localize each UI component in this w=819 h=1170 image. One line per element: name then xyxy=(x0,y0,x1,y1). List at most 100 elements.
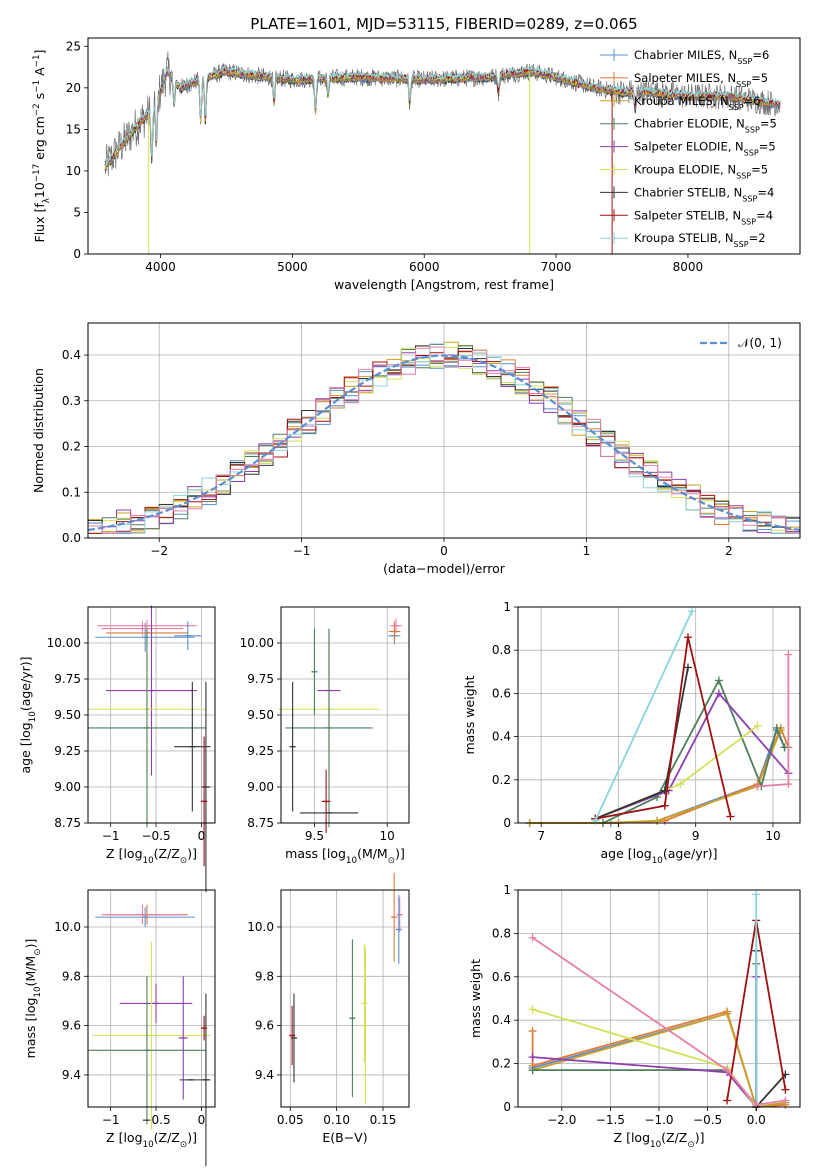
y-tick-label: 9.00 xyxy=(247,780,274,794)
x-tick-label: −1 xyxy=(102,1113,120,1127)
y-tick-label: 0.4 xyxy=(492,1013,511,1027)
legend-label: Salpeter ELODIE, NSSP=5 xyxy=(634,140,776,158)
x-tick-label: −1.5 xyxy=(596,1113,625,1127)
y-axis-label: mass weight xyxy=(462,675,477,754)
x-axis-label: E(B−V) xyxy=(322,1130,367,1145)
x-tick-label: 8000 xyxy=(673,260,704,274)
x-tick-label: 0 xyxy=(440,544,448,558)
y-tick-label: 9.25 xyxy=(247,744,274,758)
y-tick-label: 9.50 xyxy=(247,708,274,722)
y-tick-label: 9.6 xyxy=(62,1019,81,1033)
y-tick-label: 0 xyxy=(73,247,81,261)
y-tick-label: 0.2 xyxy=(62,440,81,454)
x-tick-label: 10 xyxy=(380,829,395,843)
y-tick-label: 9.6 xyxy=(255,1019,274,1033)
legend-label: Chabrier STELIB, NSSP=4 xyxy=(634,185,774,203)
x-axis-label: wavelength [Angstrom, rest frame] xyxy=(334,277,554,292)
x-axis-label: mass [log10(M/M⊙)] xyxy=(285,846,405,866)
panel-weight-vs-age: 7 8 9 10 0 0.2 0.4 0.6 0.8 1 age [log10(age/yr)] ma… xyxy=(462,600,801,866)
y-tick-label: 15 xyxy=(66,122,81,136)
x-tick-label: −1 xyxy=(102,829,120,843)
panel-age-vs-mass: 9.5 10 8.75 9.00 9.25 9.50 9.75 10.00 mass [log1… xyxy=(240,606,410,866)
x-tick-label: 9 xyxy=(692,829,700,843)
y-tick-label: 8.75 xyxy=(247,816,274,830)
spectrum-legend: Chabrier MILES, NSSP=6 Salpeter MILES, NS… xyxy=(600,48,777,249)
y-axis-label: mass [log10(M/M⊙)] xyxy=(23,939,43,1059)
axes-frame xyxy=(87,889,216,1108)
x-tick-label: 5000 xyxy=(277,260,308,274)
legend-label: Kroupa MILES, NSSP=6 xyxy=(634,94,761,112)
axes-frame xyxy=(280,889,410,1108)
x-tick-label: 4000 xyxy=(145,260,176,274)
y-tick-label: 0.6 xyxy=(492,686,511,700)
y-tick-label: 9.50 xyxy=(54,708,81,722)
y-tick-label: 5 xyxy=(73,205,81,219)
y-tick-label: 10.0 xyxy=(247,920,274,934)
y-axis-label: age [log10(age/yr)] xyxy=(18,656,38,773)
x-axis-label: (data−model)/error xyxy=(383,561,506,576)
y-tick-label: 9.25 xyxy=(54,744,81,758)
x-tick-label: 0.10 xyxy=(323,1113,350,1127)
series-line-pink xyxy=(532,936,786,1106)
series-line-salpeter-miles xyxy=(529,725,790,824)
x-tick-label: 0 xyxy=(198,1113,206,1127)
legend-label: Chabrier ELODIE, NSSP=5 xyxy=(634,117,777,135)
legend-label: Salpeter STELIB, NSSP=4 xyxy=(634,208,773,226)
x-tick-label: −1.0 xyxy=(644,1113,673,1127)
y-tick-label: 10.00 xyxy=(47,636,81,650)
y-tick-label: 1 xyxy=(503,600,511,614)
y-tick-label: 9.4 xyxy=(62,1068,81,1082)
y-tick-label: 0.8 xyxy=(492,643,511,657)
x-tick-label: 1 xyxy=(583,544,591,558)
y-tick-label: 10 xyxy=(66,164,81,178)
x-tick-label: 8 xyxy=(615,829,623,843)
series-line-salpeter-elodie xyxy=(532,976,758,1110)
y-tick-label: 10.0 xyxy=(54,920,81,934)
series-line-chabrier-stelib xyxy=(755,950,787,1110)
x-axis-label: Z [log10(Z/Z⊙)] xyxy=(106,846,197,866)
y-tick-label: 9.4 xyxy=(255,1068,274,1082)
y-tick-label: 1 xyxy=(503,883,511,897)
legend-label: Salpeter MILES, NSSP=5 xyxy=(634,71,768,89)
x-tick-label: −0.5 xyxy=(141,829,170,843)
y-tick-label: 0.2 xyxy=(492,1057,511,1071)
x-tick-label: 9.5 xyxy=(305,829,324,843)
x-tick-label: −0.5 xyxy=(141,1113,170,1127)
series-line-kroupa-miles xyxy=(532,1012,786,1109)
y-tick-label: 0.8 xyxy=(492,926,511,940)
y-tick-label: 9.8 xyxy=(255,969,274,983)
y-tick-label: 9.75 xyxy=(54,672,81,686)
legend-label: Chabrier MILES, NSSP=6 xyxy=(634,48,769,66)
x-axis-label: age [log10(age/yr)] xyxy=(600,846,717,866)
y-axis-label: Flux [fλ10−17 erg cm−2 s−1 A−1] xyxy=(32,50,52,243)
y-tick-label: 0.4 xyxy=(62,348,81,362)
x-tick-label: 0.15 xyxy=(370,1113,397,1127)
y-tick-label: 9.8 xyxy=(62,969,81,983)
panel-mass-vs-ebv: 0.05 0.10 0.15 9.4 9.6 9.8 10.0 E(B−V) xyxy=(247,872,410,1145)
y-tick-label: 10.00 xyxy=(240,636,274,650)
legend-label: 𝒩(0, 1) xyxy=(738,336,782,350)
panel-residuals: −2 −1 0 1 2 0.0 0.1 0.2 0.3 0.4 (data−model)/error… xyxy=(31,322,801,576)
x-tick-label: 7 xyxy=(537,829,545,843)
x-tick-label: 2 xyxy=(725,544,733,558)
series-line-kroupa-stelib xyxy=(594,610,693,822)
y-tick-label: 0.1 xyxy=(62,485,81,499)
y-axis-label: Normed distribution xyxy=(31,368,46,493)
x-tick-label: 0 xyxy=(198,829,206,843)
legend-label: Kroupa STELIB, NSSP=2 xyxy=(634,231,766,249)
y-tick-label: 0.0 xyxy=(62,531,81,545)
x-tick-label: −2 xyxy=(150,544,168,558)
x-axis-label: Z [log10(Z/Z⊙)] xyxy=(614,1130,705,1150)
y-tick-label: 0.3 xyxy=(62,394,81,408)
x-tick-label: −0.5 xyxy=(693,1113,722,1127)
gaussian-curve xyxy=(87,354,801,532)
x-tick-label: 0.05 xyxy=(277,1113,304,1127)
y-tick-label: 0.6 xyxy=(492,970,511,984)
y-tick-label: 0.2 xyxy=(492,773,511,787)
x-axis-label: Z [log10(Z/Z⊙)] xyxy=(106,1130,197,1150)
x-tick-label: 0.0 xyxy=(747,1113,766,1127)
axes-frame xyxy=(87,37,801,255)
x-tick-label: 10 xyxy=(765,829,780,843)
series-line-kroupa-miles xyxy=(529,729,782,824)
